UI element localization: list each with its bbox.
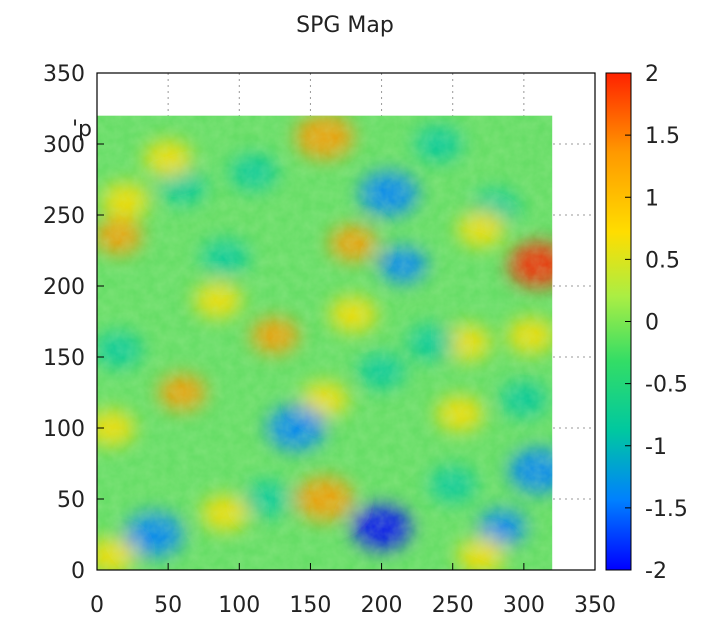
colorbar-tick-label: -2 xyxy=(645,559,667,584)
x-tick-label: 100 xyxy=(218,593,260,618)
colorbar-tick-label: 0.5 xyxy=(645,248,680,273)
y-axis: 0 50 100 150 200 250 300 350 xyxy=(43,62,104,584)
colorbar-tick-label: 0 xyxy=(645,311,659,336)
y-tick-label: 150 xyxy=(43,346,85,371)
colorbar-tick-label: -1 xyxy=(645,435,667,460)
x-tick-label: 0 xyxy=(90,593,104,618)
x-tick-label: 350 xyxy=(574,593,616,618)
colorbar-tick-label: 1.5 xyxy=(645,124,680,149)
colorbar-tick-label: -0.5 xyxy=(645,373,688,398)
x-tick-label: 150 xyxy=(289,593,331,618)
y-tick-label: 250 xyxy=(43,204,85,229)
colorbar-tick-label: 2 xyxy=(645,62,659,87)
chart-title: SPG Map xyxy=(296,13,394,38)
y-tick-label: 350 xyxy=(43,62,85,87)
x-tick-label: 50 xyxy=(154,593,182,618)
x-axis: 0 50 100 150 200 250 300 350 xyxy=(90,563,616,618)
x-tick-label: 300 xyxy=(503,593,545,618)
y-tick-label: 100 xyxy=(43,417,85,442)
x-tick-label: 250 xyxy=(432,593,474,618)
y-tick-label: 300 xyxy=(43,133,85,158)
colorbar-tick-label: -1.5 xyxy=(645,497,688,522)
colorbar-tick-label: 1 xyxy=(645,186,659,211)
x-tick-label: 200 xyxy=(361,593,403,618)
heatmap-texture xyxy=(97,115,553,570)
y-tick-label: 0 xyxy=(71,559,85,584)
y-tick-label: 50 xyxy=(57,488,85,513)
heatmap xyxy=(97,115,553,570)
legend-key: 'p xyxy=(72,117,92,142)
colorbar-ticks: 2 1.5 1 0.5 0 -0.5 -1 -1.5 -2 xyxy=(625,62,688,584)
plot-border xyxy=(96,72,596,571)
y-tick-label: 200 xyxy=(43,275,85,300)
